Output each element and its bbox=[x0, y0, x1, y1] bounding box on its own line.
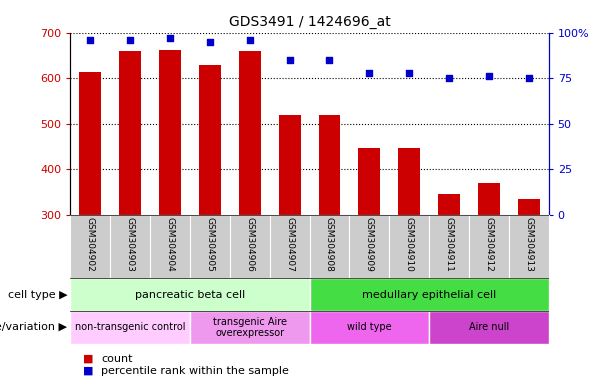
Title: GDS3491 / 1424696_at: GDS3491 / 1424696_at bbox=[229, 15, 390, 29]
Text: GSM304902: GSM304902 bbox=[86, 217, 95, 272]
Text: wild type: wild type bbox=[347, 322, 392, 333]
Text: GSM304905: GSM304905 bbox=[205, 217, 215, 272]
Text: GSM304904: GSM304904 bbox=[166, 217, 175, 272]
Text: transgenic Aire
overexpressor: transgenic Aire overexpressor bbox=[213, 316, 287, 338]
Text: GSM304903: GSM304903 bbox=[126, 217, 135, 272]
Bar bbox=[438, 194, 460, 215]
Text: ■: ■ bbox=[83, 366, 93, 376]
Bar bbox=[270, 215, 310, 278]
Point bbox=[484, 73, 494, 79]
Point bbox=[325, 57, 335, 63]
Bar bbox=[110, 215, 150, 278]
Bar bbox=[239, 51, 261, 215]
Point bbox=[166, 35, 175, 41]
Bar bbox=[509, 215, 549, 278]
Point bbox=[245, 37, 255, 43]
Text: genotype/variation ▶: genotype/variation ▶ bbox=[0, 322, 67, 333]
Text: GSM304909: GSM304909 bbox=[365, 217, 374, 272]
Bar bbox=[199, 65, 221, 215]
Bar bbox=[359, 149, 380, 215]
Bar bbox=[319, 115, 340, 215]
Bar bbox=[310, 311, 429, 344]
Text: GSM304906: GSM304906 bbox=[245, 217, 254, 272]
Bar bbox=[518, 199, 539, 215]
Text: pancreatic beta cell: pancreatic beta cell bbox=[135, 290, 245, 300]
Point bbox=[524, 75, 533, 81]
Bar bbox=[429, 215, 469, 278]
Bar bbox=[70, 278, 310, 311]
Point bbox=[86, 37, 96, 43]
Bar bbox=[190, 215, 230, 278]
Text: GSM304908: GSM304908 bbox=[325, 217, 334, 272]
Point bbox=[205, 39, 215, 45]
Bar bbox=[150, 215, 190, 278]
Bar bbox=[398, 148, 420, 215]
Text: Aire null: Aire null bbox=[469, 322, 509, 333]
Bar bbox=[279, 115, 300, 215]
Text: GSM304913: GSM304913 bbox=[524, 217, 533, 272]
Text: GSM304907: GSM304907 bbox=[285, 217, 294, 272]
Text: ■: ■ bbox=[83, 354, 93, 364]
Bar bbox=[70, 311, 190, 344]
Bar bbox=[389, 215, 429, 278]
Text: non-transgenic control: non-transgenic control bbox=[75, 322, 186, 333]
Bar bbox=[230, 215, 270, 278]
Bar bbox=[310, 278, 549, 311]
Point bbox=[364, 70, 374, 76]
Point bbox=[405, 70, 414, 76]
Text: medullary epithelial cell: medullary epithelial cell bbox=[362, 290, 497, 300]
Point bbox=[125, 37, 135, 43]
Bar bbox=[469, 215, 509, 278]
Bar bbox=[190, 311, 310, 344]
Bar bbox=[80, 72, 101, 215]
Bar bbox=[310, 215, 349, 278]
Bar bbox=[159, 50, 181, 215]
Text: GSM304910: GSM304910 bbox=[405, 217, 414, 272]
Bar bbox=[349, 215, 389, 278]
Text: percentile rank within the sample: percentile rank within the sample bbox=[101, 366, 289, 376]
Bar bbox=[70, 215, 110, 278]
Bar bbox=[120, 51, 141, 215]
Text: count: count bbox=[101, 354, 132, 364]
Point bbox=[444, 75, 454, 81]
Text: GSM304912: GSM304912 bbox=[484, 217, 493, 272]
Text: GSM304911: GSM304911 bbox=[444, 217, 454, 272]
Bar bbox=[478, 183, 500, 215]
Text: cell type ▶: cell type ▶ bbox=[8, 290, 67, 300]
Point bbox=[284, 57, 294, 63]
Bar bbox=[429, 311, 549, 344]
